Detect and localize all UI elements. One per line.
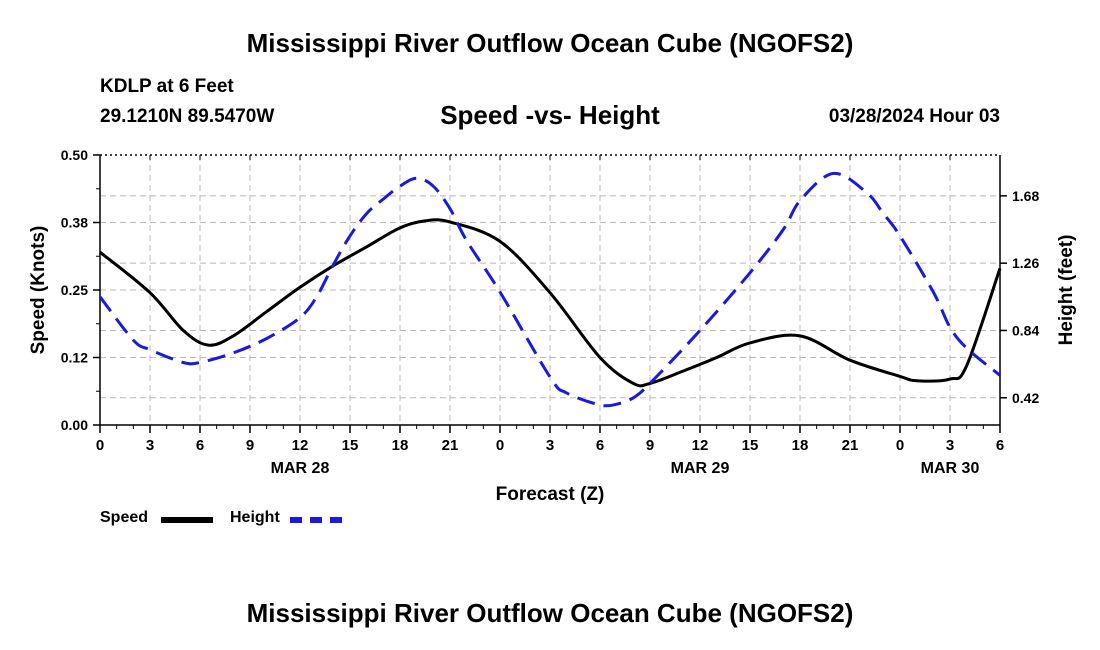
x-tick-label: 15: [742, 437, 759, 454]
y-left-tick-label: 0.12: [61, 350, 88, 366]
x-tick-label: 3: [546, 437, 554, 454]
chart-title: Mississippi River Outflow Ocean Cube (NG…: [246, 28, 854, 58]
footer-title: Mississippi River Outflow Ocean Cube (NG…: [246, 598, 854, 628]
legend-speed-swatch: [161, 517, 213, 523]
chart-subtitle: Speed -vs- Height: [440, 100, 660, 130]
y-right-tick-label: 1.68: [1012, 188, 1039, 204]
x-tick-label: 0: [496, 437, 504, 454]
y-right-tick-label: 0.84: [1012, 322, 1039, 338]
x-tick-label: 0: [896, 437, 904, 454]
y-left-tick-label: 0.50: [61, 147, 88, 163]
x-tick-label: 21: [442, 437, 459, 454]
x-tick-label: 6: [996, 437, 1004, 454]
y-left-tick-label: 0.00: [61, 417, 88, 433]
x-tick-label: 0: [96, 437, 104, 454]
x-tick-label: 12: [292, 437, 309, 454]
y-left-tick-label: 0.38: [61, 215, 88, 231]
x-date-label: MAR 28: [271, 460, 330, 477]
legend-speed-label: Speed: [100, 509, 149, 526]
height-series-line: [98, 171, 1001, 408]
y-left-tick-label: 0.25: [61, 282, 88, 298]
speed-height-chart: 0 3 6 9 12 15 18 21 0 3 6 9 12 15 18 21 0 3 6 MAR 28 MAR 29 M…: [28, 147, 1077, 505]
x-tick-label: 3: [146, 437, 154, 454]
forecast-timestamp: 03/28/2024 Hour 03: [828, 106, 1000, 127]
x-tick-label: 9: [246, 437, 254, 454]
x-tick-label: 18: [792, 437, 809, 454]
legend-height-swatch: [290, 517, 342, 523]
x-tick-label: 9: [646, 437, 654, 454]
x-tick-label: 6: [196, 437, 204, 454]
speed-series-line: [99, 218, 1002, 388]
station-label: KDLP at 6 Feet: [100, 76, 234, 97]
x-date-label: MAR 30: [921, 460, 980, 477]
x-tick-label: 15: [342, 437, 359, 454]
y-left-axis-title: Speed (Knots): [28, 226, 49, 355]
x-tick-label: 6: [596, 437, 604, 454]
x-tick-label: 21: [842, 437, 859, 454]
y-right-tick-label: 0.42: [1012, 390, 1039, 406]
x-date-label: MAR 29: [671, 460, 730, 477]
y-right-axis-title: Height (feet): [1056, 235, 1077, 346]
x-tick-label: 18: [392, 437, 409, 454]
station-coordinates: 29.1210N 89.5470W: [100, 106, 275, 127]
x-tick-label: 3: [946, 437, 954, 454]
legend-height-label: Height: [230, 509, 280, 526]
x-tick-label: 12: [692, 437, 709, 454]
x-axis-title: Forecast (Z): [496, 484, 605, 505]
y-right-tick-label: 1.26: [1012, 255, 1039, 271]
